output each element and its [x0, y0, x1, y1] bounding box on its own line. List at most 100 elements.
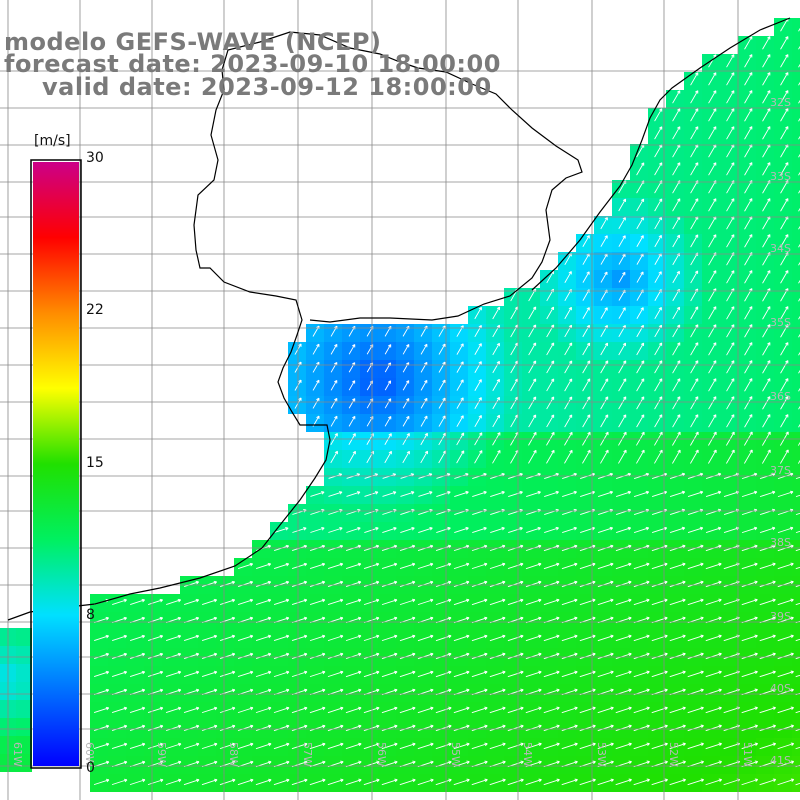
wind-arrow — [471, 742, 488, 750]
wind-cell — [792, 36, 800, 54]
wind-arrow — [420, 415, 428, 427]
wind-arrow — [780, 126, 789, 140]
wind-arrow — [183, 706, 200, 714]
wind-arrow — [507, 652, 524, 660]
wind-arrow — [183, 634, 200, 642]
wind-arrow — [633, 634, 650, 642]
wind-arrow — [618, 360, 627, 374]
colorbar-tick-0: 0 — [86, 760, 95, 776]
wind-arrow — [777, 580, 794, 588]
wind-arrow — [400, 526, 415, 533]
wind-arrow — [507, 724, 524, 732]
wind-arrow — [453, 580, 470, 588]
wind-arrow — [687, 580, 704, 588]
wind-arrow — [762, 162, 771, 176]
wind-arrow — [726, 360, 735, 374]
wind-arrow — [744, 36, 753, 50]
wind-arrow — [562, 526, 577, 533]
wind-arrow — [615, 634, 632, 642]
wind-arrow — [436, 490, 451, 497]
wind-arrow — [726, 324, 735, 338]
wind-arrow — [618, 396, 627, 410]
colorbar-tick-8: 8 — [86, 607, 95, 623]
wind-arrow — [597, 670, 614, 678]
wind-arrow — [165, 670, 182, 678]
wind-arrow — [525, 778, 542, 786]
wind-arrow — [561, 634, 578, 642]
coastline-east — [531, 17, 791, 291]
wind-arrow — [454, 490, 469, 497]
wind-arrow — [705, 598, 722, 606]
wind-arrow — [237, 598, 254, 606]
wind-arrow — [471, 706, 488, 714]
wind-arrow — [399, 634, 416, 642]
wind-arrow — [111, 652, 128, 660]
wind-arrow — [402, 415, 410, 427]
wind-cell — [792, 522, 800, 540]
wind-arrow — [672, 378, 681, 392]
wind-arrow — [615, 724, 632, 732]
wind-arrow — [759, 526, 776, 534]
wind-arrow — [381, 706, 398, 714]
wind-arrow — [237, 562, 254, 570]
wind-arrow — [705, 652, 722, 660]
wind-arrow — [219, 598, 236, 606]
wind-arrow — [669, 652, 686, 660]
wind-cell — [792, 18, 800, 36]
wind-arrow — [453, 634, 470, 642]
wind-arrow — [327, 598, 344, 606]
wind-arrow — [399, 598, 416, 606]
wind-arrow — [654, 198, 663, 212]
wind-arrow — [273, 598, 290, 606]
wind-arrow — [672, 449, 681, 464]
wind-arrow — [777, 562, 794, 570]
wind-arrow — [672, 306, 681, 320]
wind-arrow — [330, 415, 338, 427]
wind-arrow — [795, 710, 800, 714]
wind-cell — [792, 486, 800, 504]
wind-arrow — [345, 742, 362, 750]
wind-arrow — [291, 598, 308, 606]
wind-cell — [792, 738, 800, 756]
wind-cell — [792, 90, 800, 108]
wind-arrow — [291, 724, 308, 732]
wind-arrow — [129, 778, 146, 786]
wind-arrow — [618, 307, 626, 319]
wind-arrow — [93, 742, 110, 750]
wind-arrow — [93, 778, 110, 786]
wind-arrow — [471, 598, 488, 606]
wind-arrow — [579, 778, 596, 786]
wind-arrow — [744, 270, 753, 284]
wind-arrow — [255, 562, 272, 570]
wind-arrow — [564, 449, 573, 464]
lat-label: 37S — [770, 464, 791, 477]
wind-arrow — [546, 324, 555, 338]
wind-arrow — [166, 598, 182, 606]
wind-arrow — [708, 414, 717, 428]
wind-arrow — [129, 724, 146, 732]
wind-arrow — [705, 670, 722, 678]
wind-arrow — [777, 652, 794, 660]
wind-arrow — [777, 526, 794, 534]
wind-arrow — [762, 108, 771, 122]
colorbar-unit: [m/s] — [34, 133, 71, 149]
wind-arrow — [597, 634, 614, 642]
colorbar-tick-30: 30 — [86, 150, 104, 166]
wind-arrow — [202, 580, 218, 588]
wind-arrow — [598, 526, 614, 534]
wind-arrow — [471, 724, 488, 732]
wind-arrow — [600, 307, 608, 319]
wind-arrow — [651, 742, 668, 750]
wind-arrow — [795, 656, 800, 660]
wind-arrow — [436, 526, 451, 533]
wind-arrow — [759, 580, 776, 588]
wind-cell — [792, 198, 800, 216]
wind-arrow — [654, 126, 663, 140]
wind-arrow — [420, 379, 428, 391]
wind-arrow — [546, 396, 555, 410]
wind-arrow — [795, 728, 800, 732]
wind-arrow — [708, 342, 717, 356]
wind-arrow — [672, 414, 681, 428]
wind-arrow — [744, 324, 753, 338]
